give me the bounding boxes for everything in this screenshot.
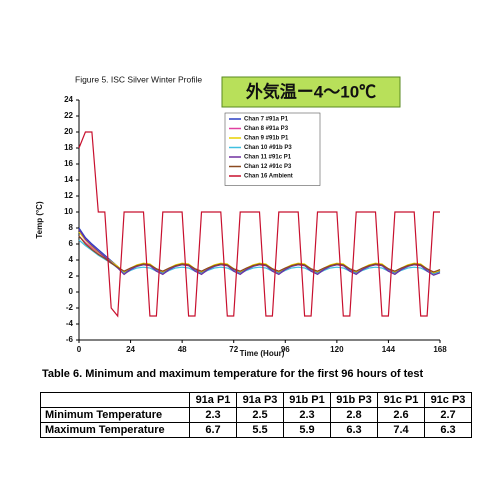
cell: 91a P3 (236, 392, 284, 408)
y-tick-label: 22 (64, 111, 73, 120)
corner (40, 392, 190, 408)
x-tick-label: 96 (281, 345, 290, 354)
table-row: Minimum Temperature 2.3 2.5 2.3 2.8 2.6 2.7 (40, 407, 472, 423)
cell: 2.6 (377, 407, 425, 423)
y-tick-label: 10 (64, 207, 73, 216)
y-tick-label: 20 (64, 127, 73, 136)
cell: 6.7 (189, 422, 237, 438)
y-tick-label: 14 (64, 175, 73, 184)
y-axis-label: Temp (°C) (35, 201, 44, 239)
x-tick-label: 0 (77, 345, 82, 354)
y-tick-label: -2 (66, 303, 74, 312)
y-tick-label: -4 (66, 319, 74, 328)
legend-label: Chan 16 Ambient (244, 174, 293, 180)
table-row: Maximum Temperature 6.7 5.5 5.9 6.3 7.4 6.3 (40, 422, 472, 438)
y-tick-label: 0 (69, 287, 74, 296)
series-line (78, 229, 441, 276)
legend-box (224, 112, 321, 186)
y-tick-label: 2 (69, 271, 74, 280)
y-tick-label: 12 (64, 191, 73, 200)
series-line (78, 131, 440, 318)
y-tick-label: 24 (64, 95, 73, 104)
cell: Minimum Temperature (40, 407, 190, 423)
cell: 2.5 (236, 407, 284, 423)
cell: 91b P1 (283, 392, 331, 408)
chart-title: Figure 5. ISC Silver Winter Profile (75, 74, 202, 84)
header-row: 91a P1 91a P3 91b P1 91b P3 91c P1 91c P3 (40, 392, 472, 408)
legend-label: Chan 7 #91a P1 (244, 117, 289, 123)
y-tick-label: 6 (69, 239, 74, 248)
legend-label: Chan 12 #91c P3 (244, 164, 292, 170)
x-tick-label: 168 (433, 345, 447, 354)
x-tick-label: 120 (330, 345, 344, 354)
y-tick-label: -6 (66, 335, 74, 344)
cell: 91c P3 (424, 392, 472, 408)
cell: 7.4 (377, 422, 425, 438)
table: 91a P1 91a P3 91b P1 91b P3 91c P1 91c P3 Min… (40, 392, 472, 438)
series-line (78, 239, 441, 276)
cell: Maximum Temperature (40, 422, 190, 438)
annotation-box (221, 76, 401, 108)
annotation: 外気温ー4～10℃ (246, 81, 376, 101)
legend-label: Chan 11 #91c P1 (244, 155, 292, 161)
cell: 5.5 (236, 422, 284, 438)
legend-label: Chan 10 #91b P3 (244, 145, 292, 151)
x-axis-label: Time (Hour) (240, 349, 285, 358)
cell: 6.3 (424, 422, 472, 438)
table-title: Table 6. Minimum and maximum temperature… (42, 368, 424, 380)
cell: 2.3 (283, 407, 331, 423)
cell: 6.3 (330, 422, 378, 438)
y-tick-label: 16 (64, 159, 73, 168)
cell: 2.3 (189, 407, 237, 423)
cell: 91a P1 (189, 392, 237, 408)
y-tick-label: 8 (69, 223, 74, 232)
y-tick-label: 18 (64, 143, 73, 152)
x-tick-label: 24 (126, 345, 135, 354)
legend-label: Chan 9 #91b P1 (244, 136, 289, 142)
y-tick-label: 4 (69, 255, 74, 264)
series-line (78, 235, 441, 273)
cell: 91b P3 (330, 392, 378, 408)
x-tick-label: 72 (229, 345, 238, 354)
cell: 5.9 (283, 422, 331, 438)
chart: Figure 5. ISC Silver Winter Profile 外気温ー… (35, 74, 447, 358)
cell: 91c P1 (377, 392, 425, 408)
x-tick-label: 48 (178, 345, 187, 354)
cell: 2.7 (424, 407, 472, 423)
legend-label: Chan 8 #91a P3 (244, 126, 289, 132)
series-line (78, 231, 441, 274)
cell: 2.8 (330, 407, 378, 423)
x-tick-label: 144 (382, 345, 396, 354)
